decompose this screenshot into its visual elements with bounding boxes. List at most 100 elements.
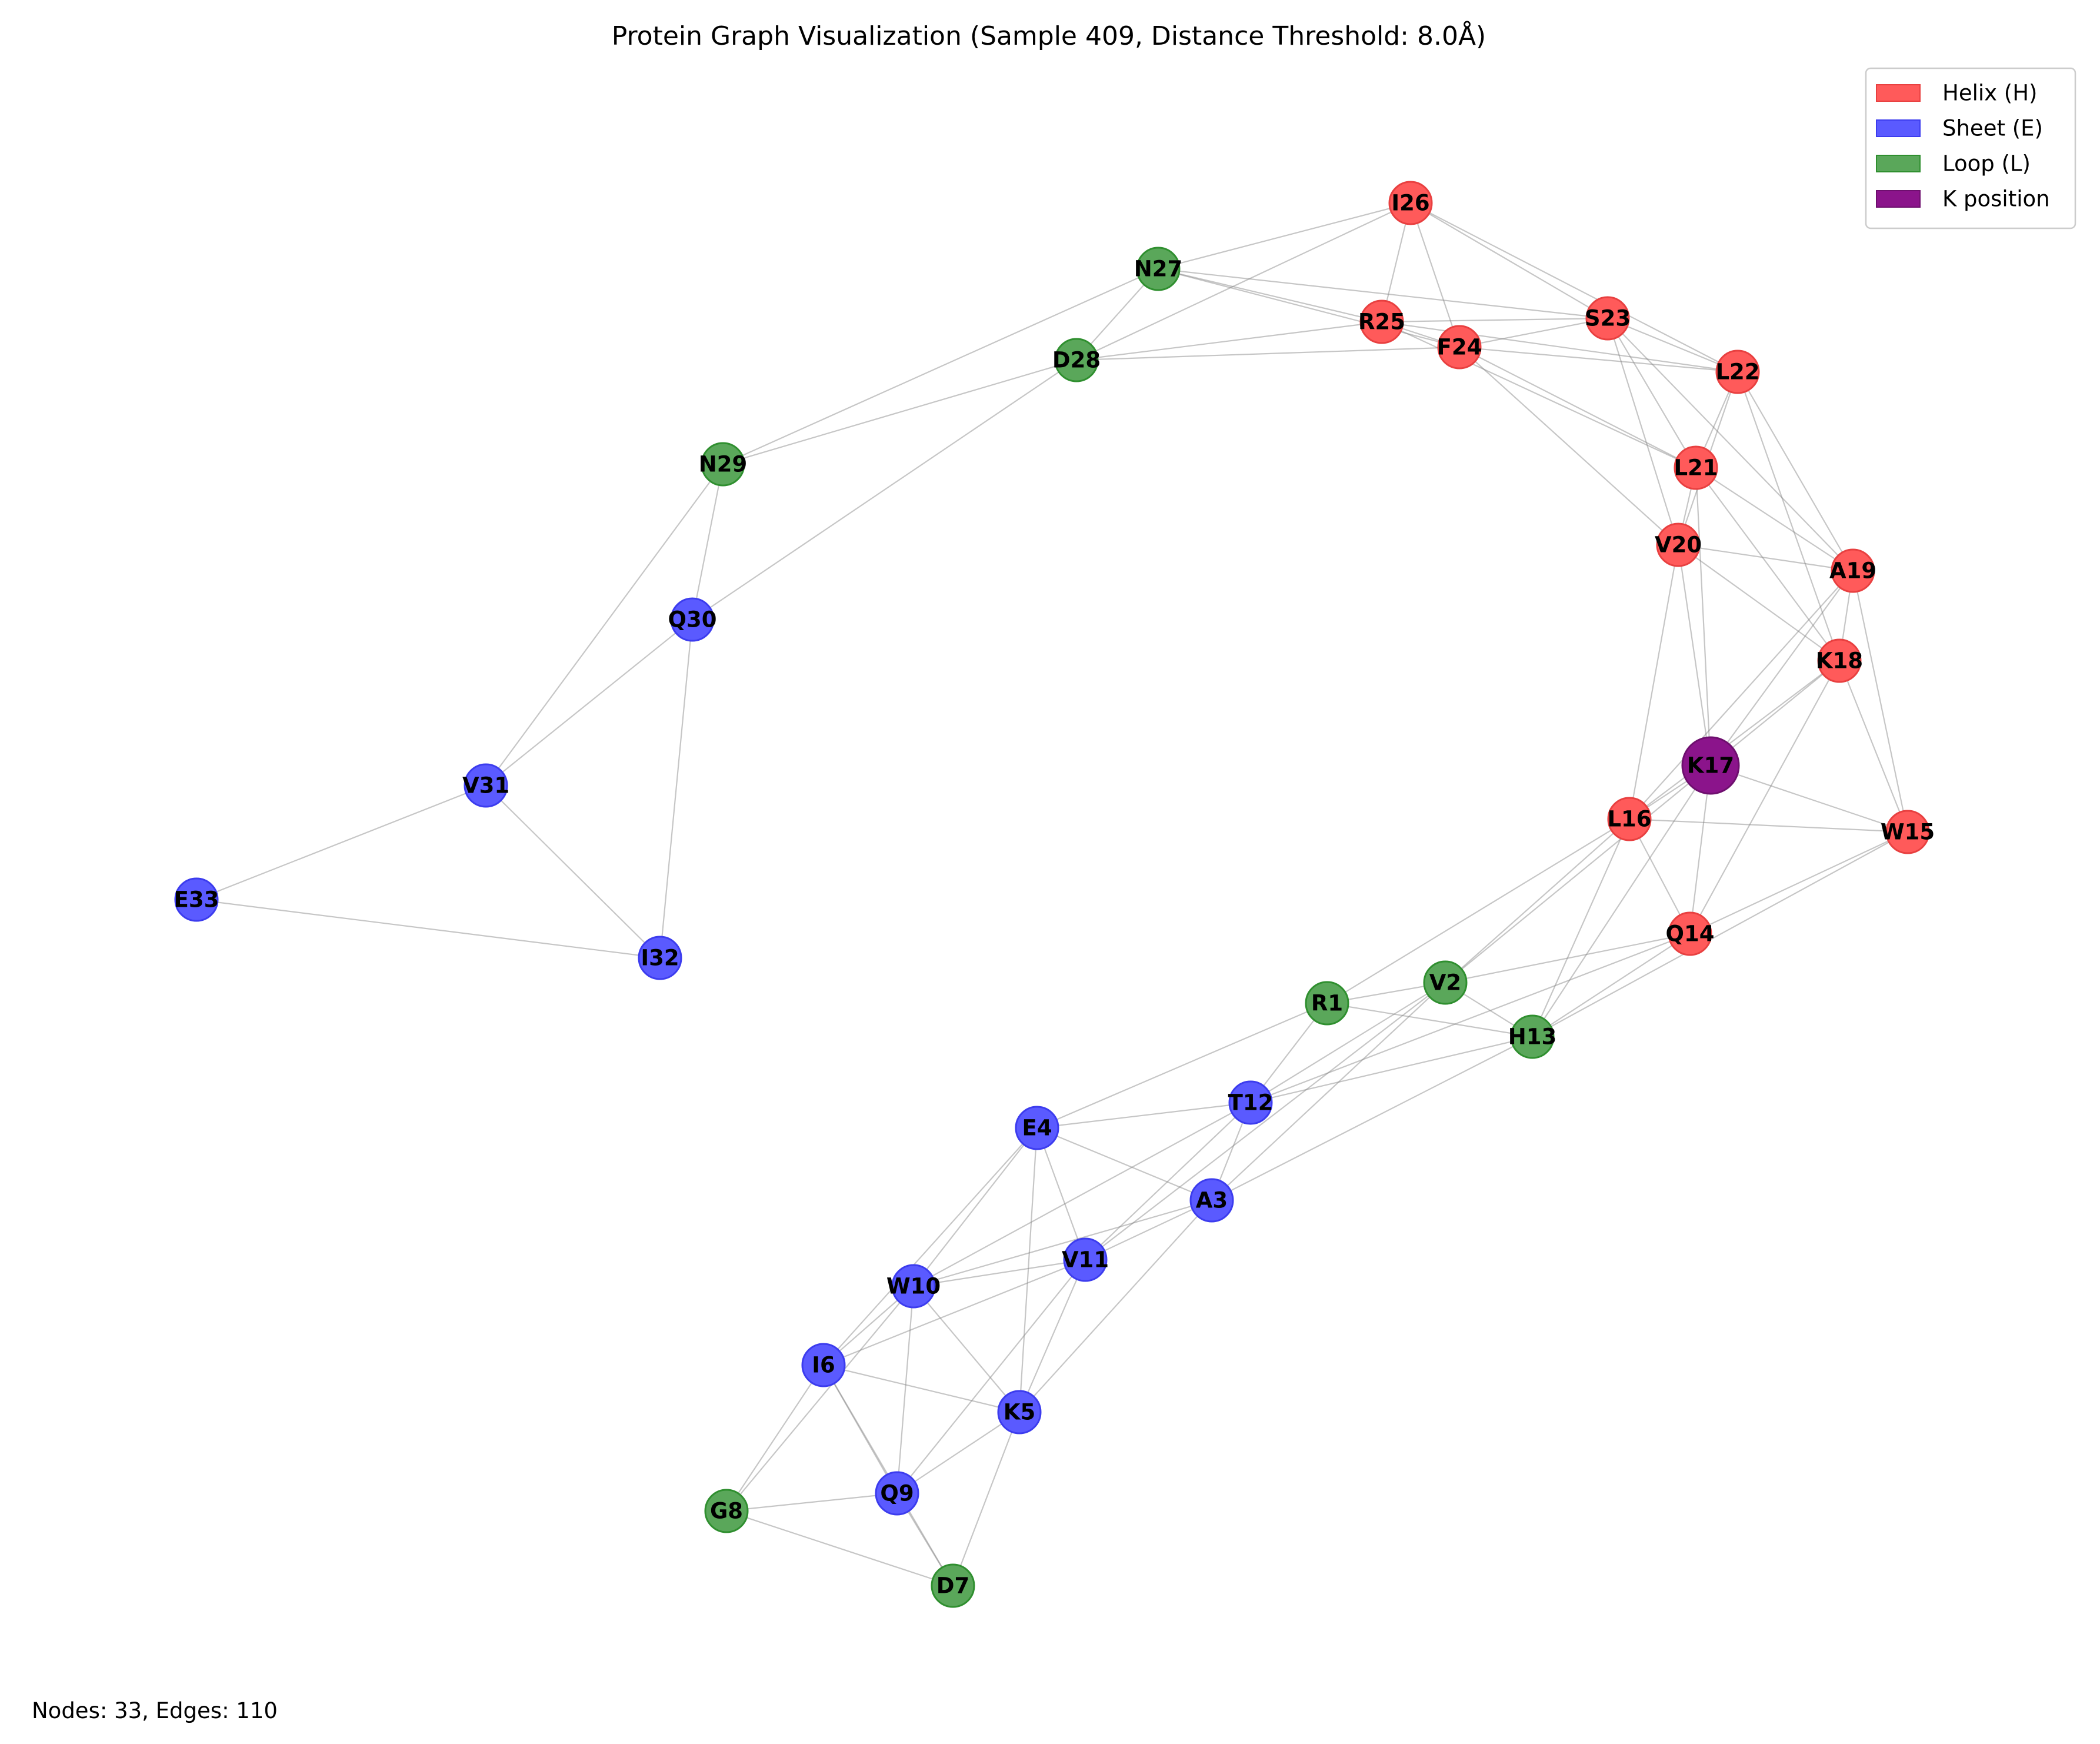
node-circle[interactable] <box>1715 350 1760 394</box>
node-V20[interactable]: V20 <box>1655 522 1702 567</box>
node-circle[interactable] <box>1359 299 1404 344</box>
node-circle[interactable] <box>701 442 745 487</box>
node-circle[interactable] <box>1831 548 1875 593</box>
node-L21[interactable]: L21 <box>1674 445 1718 490</box>
node-circle[interactable] <box>1189 1178 1234 1223</box>
node-circle[interactable] <box>891 1264 936 1309</box>
node-circle[interactable] <box>1305 981 1349 1026</box>
node-Q9[interactable]: Q9 <box>875 1471 919 1516</box>
node-S23[interactable]: S23 <box>1585 296 1631 341</box>
node-label: R1 <box>1311 991 1343 1016</box>
edge-I6-Q9 <box>823 1364 898 1494</box>
node-E4[interactable]: E4 <box>1015 1106 1059 1150</box>
node-circle[interactable] <box>801 1343 846 1387</box>
node-circle[interactable] <box>1437 325 1482 370</box>
edge-V2-A3 <box>1211 982 1446 1201</box>
node-I26[interactable]: I26 <box>1388 181 1433 225</box>
node-R1[interactable]: R1 <box>1305 981 1349 1026</box>
node-Q14[interactable]: Q14 <box>1666 911 1715 956</box>
node-circle[interactable] <box>638 936 682 980</box>
node-circle[interactable] <box>174 877 219 922</box>
node-circle[interactable] <box>670 597 715 642</box>
legend-swatch <box>1876 84 1921 102</box>
node-circle[interactable] <box>875 1471 919 1516</box>
edge-L22-F24 <box>1459 346 1738 373</box>
node-label: H13 <box>1508 1024 1556 1050</box>
edge-V2-T12 <box>1250 982 1446 1103</box>
node-circle[interactable] <box>1510 1014 1555 1059</box>
edge-A3-V11 <box>1085 1200 1212 1260</box>
node-V11[interactable]: V11 <box>1062 1237 1109 1282</box>
node-K17[interactable]: K17 <box>1681 736 1740 795</box>
node-circle[interactable] <box>1681 736 1740 795</box>
node-K18[interactable]: K18 <box>1816 638 1863 683</box>
node-circle[interactable] <box>1668 911 1712 956</box>
node-G8[interactable]: G8 <box>704 1489 749 1533</box>
node-A19[interactable]: A19 <box>1829 548 1876 593</box>
edge-K5-V11 <box>1018 1259 1086 1413</box>
node-W15[interactable]: W15 <box>1881 810 1935 854</box>
node-circle[interactable] <box>1585 296 1630 341</box>
edge-T12-H13 <box>1250 1036 1533 1104</box>
edge-K18-L21 <box>1695 467 1840 661</box>
edge-S23-I26 <box>1410 202 1608 319</box>
edge-V31-I32 <box>485 785 661 958</box>
node-H13[interactable]: H13 <box>1508 1014 1556 1059</box>
edge-L22-S23 <box>1607 317 1738 373</box>
node-W10[interactable]: W10 <box>886 1264 941 1309</box>
figure-title: Protein Graph Visualization (Sample 409,… <box>612 20 1486 51</box>
node-E33[interactable]: E33 <box>174 877 219 922</box>
node-F24[interactable]: F24 <box>1437 325 1482 370</box>
node-circle[interactable] <box>1817 638 1862 683</box>
legend-swatch <box>1876 155 1921 172</box>
node-N29[interactable]: N29 <box>699 442 747 487</box>
node-label: L21 <box>1674 455 1718 481</box>
node-circle[interactable] <box>1015 1106 1059 1150</box>
node-D7[interactable]: D7 <box>931 1563 975 1608</box>
node-T12[interactable]: T12 <box>1228 1080 1274 1125</box>
node-I6[interactable]: I6 <box>801 1343 846 1387</box>
edge-I6-G8 <box>726 1364 824 1512</box>
edge-Q14-W15 <box>1689 831 1908 934</box>
node-circle[interactable] <box>1607 797 1652 841</box>
legend-swatch <box>1876 119 1921 137</box>
node-label: L16 <box>1607 807 1651 832</box>
edge-N27-N29 <box>722 268 1159 465</box>
node-L16[interactable]: L16 <box>1607 797 1652 841</box>
edge-D28-Q30 <box>692 360 1077 620</box>
node-circle[interactable] <box>704 1489 749 1533</box>
node-K5[interactable]: K5 <box>997 1390 1042 1435</box>
node-N27[interactable]: N27 <box>1134 247 1182 291</box>
node-V2[interactable]: V2 <box>1423 960 1468 1005</box>
node-R25[interactable]: R25 <box>1358 299 1405 344</box>
node-L22[interactable]: L22 <box>1715 350 1760 394</box>
edge-K17-L21 <box>1695 467 1712 766</box>
node-A3[interactable]: A3 <box>1189 1178 1234 1223</box>
node-circle[interactable] <box>1674 445 1718 490</box>
node-V31[interactable]: V31 <box>462 763 509 808</box>
node-D28[interactable]: D28 <box>1052 338 1101 382</box>
node-Q30[interactable]: Q30 <box>668 597 717 642</box>
node-label: D28 <box>1052 348 1101 373</box>
node-label: R25 <box>1358 309 1405 335</box>
node-circle[interactable] <box>1063 1237 1108 1282</box>
node-label: E4 <box>1022 1116 1052 1141</box>
node-circle[interactable] <box>464 763 508 808</box>
node-I32[interactable]: I32 <box>638 936 682 980</box>
edge-V20-F24 <box>1459 347 1679 545</box>
edge-A19-L21 <box>1695 467 1854 571</box>
node-circle[interactable] <box>1388 181 1433 225</box>
node-circle[interactable] <box>1885 810 1930 854</box>
legend-label: Helix (H) <box>1942 81 2038 106</box>
node-circle[interactable] <box>997 1390 1042 1435</box>
edge-V31-E33 <box>196 784 486 901</box>
node-circle[interactable] <box>1136 247 1181 291</box>
edge-K17-A19 <box>1710 570 1854 766</box>
node-circle[interactable] <box>1423 960 1468 1005</box>
edge-D28-N29 <box>722 359 1077 465</box>
node-circle[interactable] <box>931 1563 975 1608</box>
node-circle[interactable] <box>1228 1080 1273 1125</box>
node-circle[interactable] <box>1656 522 1701 567</box>
node-circle[interactable] <box>1054 338 1099 382</box>
edge-W15-L16 <box>1629 818 1908 833</box>
